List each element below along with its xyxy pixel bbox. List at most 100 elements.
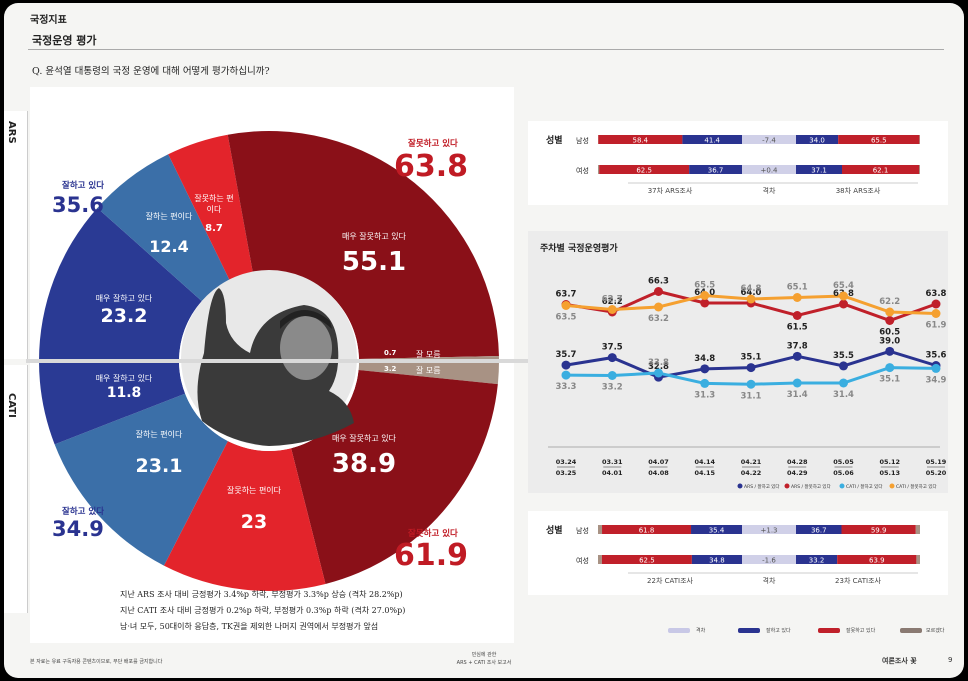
cati-positive-total: 34.9 [52, 517, 104, 541]
gap-value: +1.3 [761, 527, 778, 535]
report-page: 국정지표 국정운영 평가 Q. 윤석열 대통령의 국정 운영에 대해 어떻게 평… [4, 3, 964, 678]
legend-label: ARS / 잘못하고 있다 [791, 483, 832, 490]
data-label: 62.7 [602, 295, 623, 305]
gap-bar [742, 555, 796, 564]
cati-very-good-label: 매우 잘하고 있다 [95, 374, 153, 383]
x-tick-label: 04.14 [694, 458, 715, 466]
data-label: 61.9 [926, 321, 947, 331]
cur-dk-bar [919, 165, 920, 174]
x-tick-label: 04.07 [648, 458, 669, 466]
footer-center-2: ARS + CATI 조사 보고서 [456, 660, 512, 666]
x-tick-label: 04.01 [602, 469, 623, 477]
gender-cati-svg: 성별 남성 61.8 35.4 +1.3 36.7 59.9 여성 62.5 34.8 -1.6 33… [546, 524, 920, 585]
data-point [885, 346, 895, 356]
legend-dk: 모르겠다 [926, 628, 945, 634]
prev-dk-bar [598, 165, 600, 174]
prev-negative-bar [598, 135, 683, 144]
cati-slice-good [54, 393, 228, 566]
prev-negative-bar [602, 525, 692, 534]
ars-positive-label: 잘하고 있다 [62, 181, 105, 191]
prev-positive-bar [682, 135, 742, 144]
left-caption: 22차 CATI조사 [647, 576, 693, 585]
x-tick-label: 05.05 [833, 458, 854, 466]
data-point [931, 363, 941, 373]
data-point [839, 378, 848, 388]
prev-positive-value: 35.4 [709, 527, 725, 535]
prev-positive-value: 36.7 [708, 167, 724, 175]
data-label: 62.2 [602, 297, 623, 307]
donut-svg [26, 131, 528, 591]
page-number: 9 [948, 656, 953, 664]
weekly-chart-title: 주차별 국정운영평가 [540, 244, 618, 254]
data-label: 35.1 [879, 375, 900, 385]
cati-good-label: 잘하는 편이다 [135, 430, 183, 439]
data-label: 37.8 [787, 341, 808, 351]
prev-positive-bar [689, 165, 742, 174]
data-point [561, 360, 571, 370]
legend-swatch [737, 483, 743, 489]
gap-value: -1.6 [762, 557, 776, 565]
data-point [561, 301, 571, 310]
gap-bar [742, 525, 796, 534]
x-tick-label: 03.25 [556, 469, 577, 477]
data-point [607, 353, 617, 363]
cati-slice-dk [358, 361, 499, 385]
x-tick-label: 05.20 [926, 469, 947, 477]
prev-negative-value: 58.4 [633, 137, 649, 145]
data-label: 65.5 [694, 281, 715, 291]
gap-value: +0.4 [761, 167, 779, 175]
cur-negative-value: 62.1 [873, 167, 889, 175]
cati-very-bad-label: 매우 잘못하고 있다 [332, 434, 396, 443]
cur-dk-bar [915, 525, 920, 534]
ars-positive-total: 35.6 [52, 193, 104, 217]
legend-label: CATI / 잘하고 있다 [846, 483, 883, 490]
cur-negative-bar [837, 555, 917, 564]
data-label: 31.1 [741, 391, 762, 401]
data-point [792, 293, 802, 302]
x-tick-label: 04.29 [787, 469, 808, 477]
cati-side-label: CATI [6, 393, 17, 418]
x-tick-label: 04.28 [787, 458, 808, 466]
prev-positive-bar [691, 555, 742, 564]
legend-gap-swatch [668, 628, 690, 633]
x-tick-label: 04.08 [648, 469, 669, 477]
x-tick-label: 05.19 [926, 458, 947, 466]
ars-slice-good [97, 154, 230, 302]
footer-center-1: 민심에 관한 [471, 652, 497, 658]
data-point [885, 363, 895, 373]
prev-negative-bar [599, 165, 690, 174]
ars-bad-label: 잘못하는 편이다 [194, 194, 234, 214]
right-caption: 38차 ARS조사 [836, 186, 881, 195]
cati-dk-label: 잘 모름 [416, 366, 441, 375]
data-point [607, 371, 617, 380]
cur-negative-bar [842, 165, 920, 174]
cur-positive-bar [796, 165, 843, 174]
ars-good-label: 잘하는 편이다 [145, 212, 193, 221]
prev-negative-value: 62.5 [639, 557, 655, 565]
data-label: 35.6 [926, 351, 947, 361]
cur-negative-bar [841, 525, 916, 534]
data-point [792, 378, 802, 388]
president-photo [181, 270, 357, 446]
cati-slice-bad [163, 441, 326, 591]
bottom-legend: 격차 잘하고 있다 잘못하고 있다 모르겠다 [668, 625, 948, 637]
data-label: 35.7 [556, 350, 577, 360]
gender-row-label: 남성 [576, 526, 589, 535]
data-label: 37.5 [602, 343, 623, 353]
data-point [839, 299, 848, 309]
cur-positive-value: 33.2 [809, 557, 825, 565]
ars-slice-very-good [39, 207, 202, 361]
data-point [746, 379, 756, 389]
prev-negative-bar [601, 555, 692, 564]
x-tick-label: 05.13 [879, 469, 900, 477]
prev-negative-value: 61.8 [639, 527, 655, 535]
mid-caption: 격차 [763, 576, 776, 585]
data-label: 66.3 [648, 277, 669, 287]
prev-negative-value: 62.5 [636, 167, 652, 175]
cati-negative-total: 61.9 [394, 538, 469, 573]
data-label: 63.7 [556, 290, 577, 300]
x-tick-label: 03.24 [556, 458, 577, 466]
gender-row-label: 여성 [576, 166, 589, 175]
data-label: 33.8 [648, 358, 669, 368]
ars-negative-total: 63.8 [394, 149, 469, 184]
